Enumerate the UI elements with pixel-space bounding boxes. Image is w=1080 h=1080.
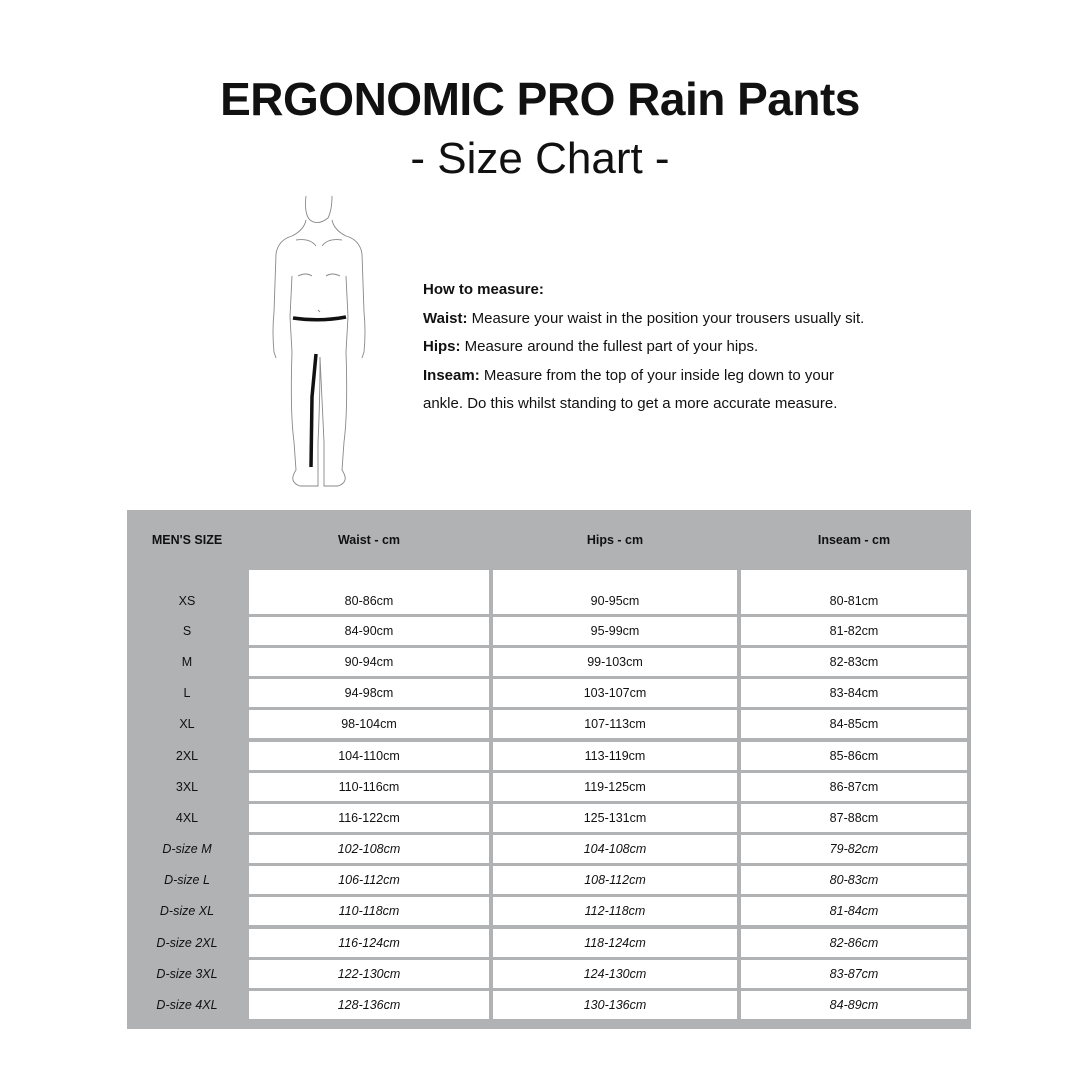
inseam-cell: 84-85cm bbox=[741, 710, 967, 739]
hips-cell: 113-119cm bbox=[493, 741, 737, 770]
size-label: 2XL bbox=[175, 748, 199, 763]
inseam-cell: 81-82cm bbox=[741, 617, 967, 645]
hips-cell: 99-103cm bbox=[493, 648, 737, 677]
waist-instructions: Measure your waist in the position your … bbox=[467, 309, 865, 327]
size-label: D-size XL bbox=[159, 904, 215, 919]
hips-cell: 104-108cm bbox=[493, 835, 737, 864]
waist-cell: 94-98cm bbox=[249, 679, 489, 708]
hips-cell: 95-99cm bbox=[493, 617, 737, 645]
inseam-cell: 85-86cm bbox=[741, 741, 967, 770]
inseam-cell: 82-83cm bbox=[741, 648, 967, 677]
hips-cell: 112-118cm bbox=[493, 897, 737, 926]
waist-cell: 116-122cm bbox=[249, 803, 489, 832]
inseam-instructions: Measure from the top of your inside leg … bbox=[479, 366, 835, 384]
inseam-cell: 79-82cm bbox=[741, 835, 967, 864]
inseam-cell: 81-84cm bbox=[741, 897, 967, 926]
waist-cell: 102-108cm bbox=[249, 835, 489, 864]
size-label: 4XL bbox=[175, 810, 199, 825]
size-label: D-size M bbox=[162, 842, 212, 857]
size-label: D-size 4XL bbox=[156, 997, 218, 1012]
size-label: XL bbox=[179, 717, 195, 732]
hips-cell: 107-113cm bbox=[493, 710, 737, 739]
size-label: D-size 3XL bbox=[156, 966, 218, 981]
size-label: L bbox=[183, 686, 191, 701]
inseam-label: Inseam: bbox=[423, 366, 480, 384]
size-label: S bbox=[182, 624, 192, 638]
waist-cell: 128-136cm bbox=[249, 990, 489, 1019]
size-chart-table: MEN'S SIZE Waist - cm Hips - cm Inseam -… bbox=[127, 510, 971, 1029]
inseam-instructions-cont: ankle. Do this whilst standing to get a … bbox=[423, 395, 838, 412]
inseam-cell: 83-84cm bbox=[741, 679, 967, 708]
waist-cell: 104-110cm bbox=[249, 741, 489, 770]
size-label: M bbox=[181, 655, 193, 670]
header-mens-size: MEN'S SIZE bbox=[151, 533, 223, 547]
hips-cell: 90-95cm bbox=[493, 570, 737, 614]
waist-cell: 98-104cm bbox=[249, 710, 489, 739]
waist-cell: 110-118cm bbox=[249, 897, 489, 926]
body-measurement-figure-icon bbox=[272, 195, 366, 487]
hips-label: Hips: bbox=[423, 338, 461, 355]
how-to-heading: How to measure: bbox=[423, 281, 544, 298]
inseam-cell: 82-86cm bbox=[741, 928, 967, 957]
header-inseam: Inseam - cm bbox=[817, 533, 891, 547]
hips-cell: 130-136cm bbox=[493, 990, 737, 1019]
hips-cell: 118-124cm bbox=[493, 928, 737, 957]
waist-cell: 80-86cm bbox=[249, 570, 489, 614]
waist-cell: 116-124cm bbox=[249, 928, 489, 957]
waist-label: Waist: bbox=[423, 309, 468, 327]
inseam-cell: 80-81cm bbox=[741, 570, 967, 614]
waist-cell: 110-116cm bbox=[249, 772, 489, 801]
waist-cell: 84-90cm bbox=[249, 617, 489, 645]
header-waist: Waist - cm bbox=[337, 533, 401, 547]
hips-cell: 124-130cm bbox=[493, 959, 737, 988]
inseam-cell: 87-88cm bbox=[741, 803, 967, 832]
size-label: D-size L bbox=[164, 873, 210, 888]
header-hips: Hips - cm bbox=[586, 533, 644, 547]
inseam-cell: 84-89cm bbox=[741, 990, 967, 1019]
hips-cell: 108-112cm bbox=[493, 866, 737, 895]
hips-cell: 103-107cm bbox=[493, 679, 737, 708]
size-label: 3XL bbox=[175, 779, 199, 794]
inseam-cell: 80-83cm bbox=[741, 866, 967, 895]
size-label: XS bbox=[178, 594, 196, 608]
how-to-measure: How to measure: Waist: Measure your wais… bbox=[423, 276, 864, 419]
waist-cell: 106-112cm bbox=[249, 866, 489, 895]
waist-cell: 90-94cm bbox=[249, 648, 489, 677]
size-label: D-size 2XL bbox=[156, 935, 218, 950]
hips-instructions: Measure around the fullest part of your … bbox=[460, 338, 759, 355]
page-subtitle: - Size Chart - bbox=[410, 134, 670, 183]
inseam-cell: 83-87cm bbox=[741, 959, 967, 988]
hips-cell: 119-125cm bbox=[493, 772, 737, 801]
page-title: ERGONOMIC PRO Rain Pants bbox=[220, 73, 860, 125]
inseam-cell: 86-87cm bbox=[741, 772, 967, 801]
hips-cell: 125-131cm bbox=[493, 803, 737, 832]
waist-cell: 122-130cm bbox=[249, 959, 489, 988]
